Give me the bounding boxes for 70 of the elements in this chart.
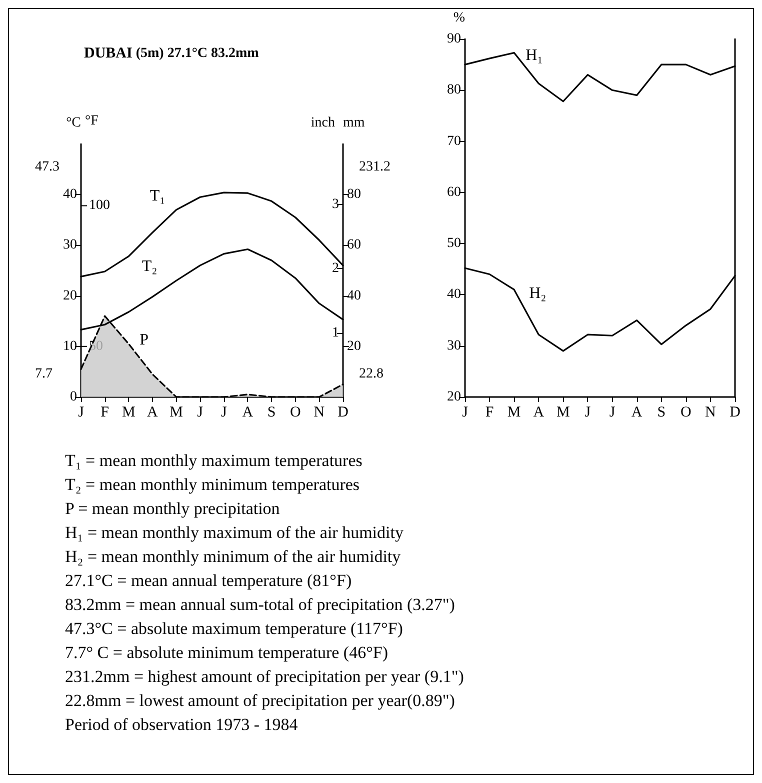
x-tick-label: D — [730, 404, 741, 420]
x-tick-label: A — [631, 404, 642, 420]
x-tick-label: D — [338, 404, 349, 420]
series-label: P — [140, 331, 149, 348]
text: P = mean monthly precipitation — [65, 498, 281, 520]
x-tick-label: J — [197, 404, 204, 420]
y3-tick-label: 2 — [332, 261, 339, 276]
x-tick-label: J — [584, 404, 591, 420]
x-tick-label: J — [462, 404, 468, 420]
y-tick-label: 20 — [63, 288, 77, 304]
x-tick-label: A — [242, 404, 254, 420]
y3-tick-label: 1 — [332, 325, 339, 340]
y-tick-label: 80 — [447, 82, 461, 98]
x-tick-label: O — [680, 404, 692, 420]
text: Period of observation 1973 - 1984 — [65, 714, 299, 736]
y2-tick-label: 80 — [347, 187, 361, 202]
x-tick-label: J — [609, 404, 616, 420]
text: T₁ = mean monthly maximum temperatures — [65, 450, 364, 472]
y3-axis-title: inch — [310, 116, 335, 130]
y2-tick-label: 20 — [347, 338, 361, 354]
y-tick-label: 30 — [63, 238, 77, 253]
x-tick-label: M — [122, 404, 136, 420]
y2-tick-label: 40 — [347, 288, 361, 304]
text: H₁ = mean monthly maximum of the air humidity — [65, 522, 404, 544]
chart-title: DUBAI (5m) 27.1°C 83.2mm — [84, 46, 260, 62]
series-label: H₂ — [529, 285, 546, 302]
x-tick-label: F — [485, 404, 494, 420]
y-tick-label: 90 — [447, 32, 461, 46]
x-tick-label: M — [170, 404, 183, 420]
y-tick-label: 50 — [447, 236, 461, 252]
text: T₂ = mean monthly minimum temperatures — [65, 474, 361, 496]
series-label: H₁ — [526, 46, 543, 64]
y-tick-label: 60 — [447, 184, 461, 200]
y-axis-title: % — [453, 10, 466, 26]
y-tick-label: 20 — [447, 390, 461, 404]
annotation: 100 — [89, 198, 110, 214]
x-tick-label: S — [267, 404, 276, 420]
text: 231.2 — [359, 160, 390, 174]
text: 231.2mm = highest amount of precipitation per year (9.1") — [65, 666, 464, 688]
x-tick-label: J — [220, 404, 227, 420]
text: 47.3°C = absolute maximum temperature (117°F) — [65, 618, 404, 640]
y-tick-label: 70 — [447, 134, 461, 149]
text: H₂ = mean monthly minimum of the air humidity — [65, 546, 402, 568]
series-label: T₁ — [150, 187, 166, 204]
x-tick-label: N — [314, 404, 325, 420]
x-tick-label: F — [100, 404, 109, 420]
x-tick-label: S — [657, 404, 666, 420]
x-tick-label: O — [290, 404, 301, 420]
x-tick-label: N — [705, 404, 716, 420]
text: 22.8mm = lowest amount of precipitation per year(0.89") — [65, 690, 456, 712]
x-tick-label: M — [507, 404, 521, 420]
x-tick-label: J — [78, 404, 84, 420]
text: 7.7 — [35, 366, 52, 382]
y-tick-label: 10 — [63, 338, 77, 354]
y-axis-title: °C — [66, 116, 81, 130]
y-tick-label: 40 — [447, 287, 461, 302]
x-tick-label: A — [533, 404, 544, 420]
text: 27.1°C = mean annual temperature (81°F) — [65, 570, 353, 592]
text: 7.7° C = absolute minimum temperature (46°F) — [65, 642, 389, 664]
text: 22.8 — [359, 366, 384, 382]
text: 83.2mm = mean annual sum-total of precipitation (3.27") — [65, 594, 456, 616]
text: 47.3 — [35, 160, 60, 174]
y-tick-label: 40 — [63, 187, 77, 202]
y2-axis-title: mm — [343, 116, 365, 130]
x-tick-label: M — [556, 404, 570, 420]
text: °F — [85, 114, 99, 128]
y2-tick-label: 60 — [347, 238, 361, 253]
series-label: T₂ — [142, 258, 158, 276]
x-tick-label: A — [147, 404, 158, 420]
y-tick-label: 30 — [447, 338, 461, 354]
